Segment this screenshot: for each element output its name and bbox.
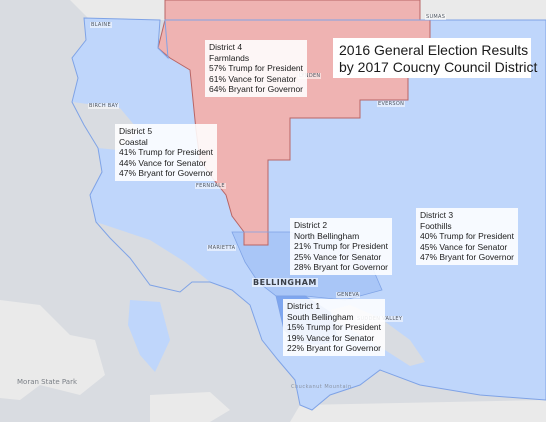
president-result: 21% Trump for President: [294, 241, 389, 252]
place-geneva: GENEVA: [336, 292, 361, 298]
title-line-2: by 2017 Coucny Council District: [339, 59, 538, 75]
governor-result: 47% Bryant for Governor: [420, 252, 515, 263]
place-birch-bay: BIRCH BAY: [88, 103, 120, 109]
orcas-island: [0, 300, 105, 400]
place-lynden: LYNDEN: [298, 73, 322, 79]
place-ferndale: FERNDALE: [195, 183, 226, 189]
county-land: [72, 18, 546, 410]
district-name: District 2: [294, 220, 328, 230]
senator-result: 25% Vance for Senator: [294, 251, 382, 262]
senator-result: 19% Vance for Senator: [287, 332, 375, 343]
district-area: Foothills: [420, 220, 452, 231]
cypress-island: [150, 392, 230, 422]
place-marietta: MARIETTA: [207, 245, 237, 251]
district-1-label: District 1 South Bellingham 15% Trump fo…: [283, 299, 386, 356]
governor-result: 28% Bryant for Governor: [294, 262, 389, 273]
president-result: 41% Trump for President: [119, 147, 214, 158]
place-bellingham: BELLINGHAM: [252, 278, 318, 287]
district-3-label: District 3 Foothills 40% Trump for Presi…: [416, 208, 519, 265]
district-name: District 5: [119, 126, 153, 136]
president-result: 57% Trump for President: [209, 63, 304, 74]
district-area: North Bellingham: [294, 230, 360, 241]
governor-result: 47% Bryant for Governor: [119, 168, 214, 179]
governor-result: 64% Bryant for Governor: [209, 84, 304, 95]
county-border: [71, 17, 546, 411]
district-area: South Bellingham: [287, 311, 354, 322]
president-result: 15% Trump for President: [287, 322, 382, 333]
lummi-island: [128, 300, 170, 372]
governor-result: 22% Bryant for Governor: [287, 343, 382, 354]
district-area: Coastal: [119, 136, 148, 147]
skagit-land: [290, 400, 546, 422]
place-chuckanut: Chuckanut Mountain: [291, 384, 352, 390]
senator-result: 61% Vance for Senator: [209, 73, 297, 84]
place-moran-park: Moran State Park: [17, 378, 78, 386]
district-5-label: District 5 Coastal 41% Trump for Preside…: [115, 124, 218, 181]
district-4-label: District 4 Farmlands 57% Trump for Presi…: [205, 40, 308, 97]
senator-result: 45% Vance for Senator: [420, 241, 508, 252]
place-everson: EVERSON: [377, 101, 406, 107]
place-sumas: SUMAS: [425, 14, 447, 20]
title-line-1: 2016 General Election Results: [339, 42, 529, 58]
district-2-label: District 2 North Bellingham 21% Trump fo…: [290, 218, 393, 275]
district-name: District 4: [209, 42, 243, 52]
district-area: Farmlands: [209, 52, 250, 63]
senator-result: 44% Vance for Senator: [119, 157, 207, 168]
president-result: 40% Trump for President: [420, 231, 515, 242]
map-title: 2016 General Election Results by 2017 Co…: [333, 38, 538, 78]
place-blaine: BLAINE: [90, 22, 112, 28]
district-name: District 1: [287, 301, 321, 311]
district-name: District 3: [420, 210, 454, 220]
bellingham-bay-edge: [96, 222, 210, 292]
